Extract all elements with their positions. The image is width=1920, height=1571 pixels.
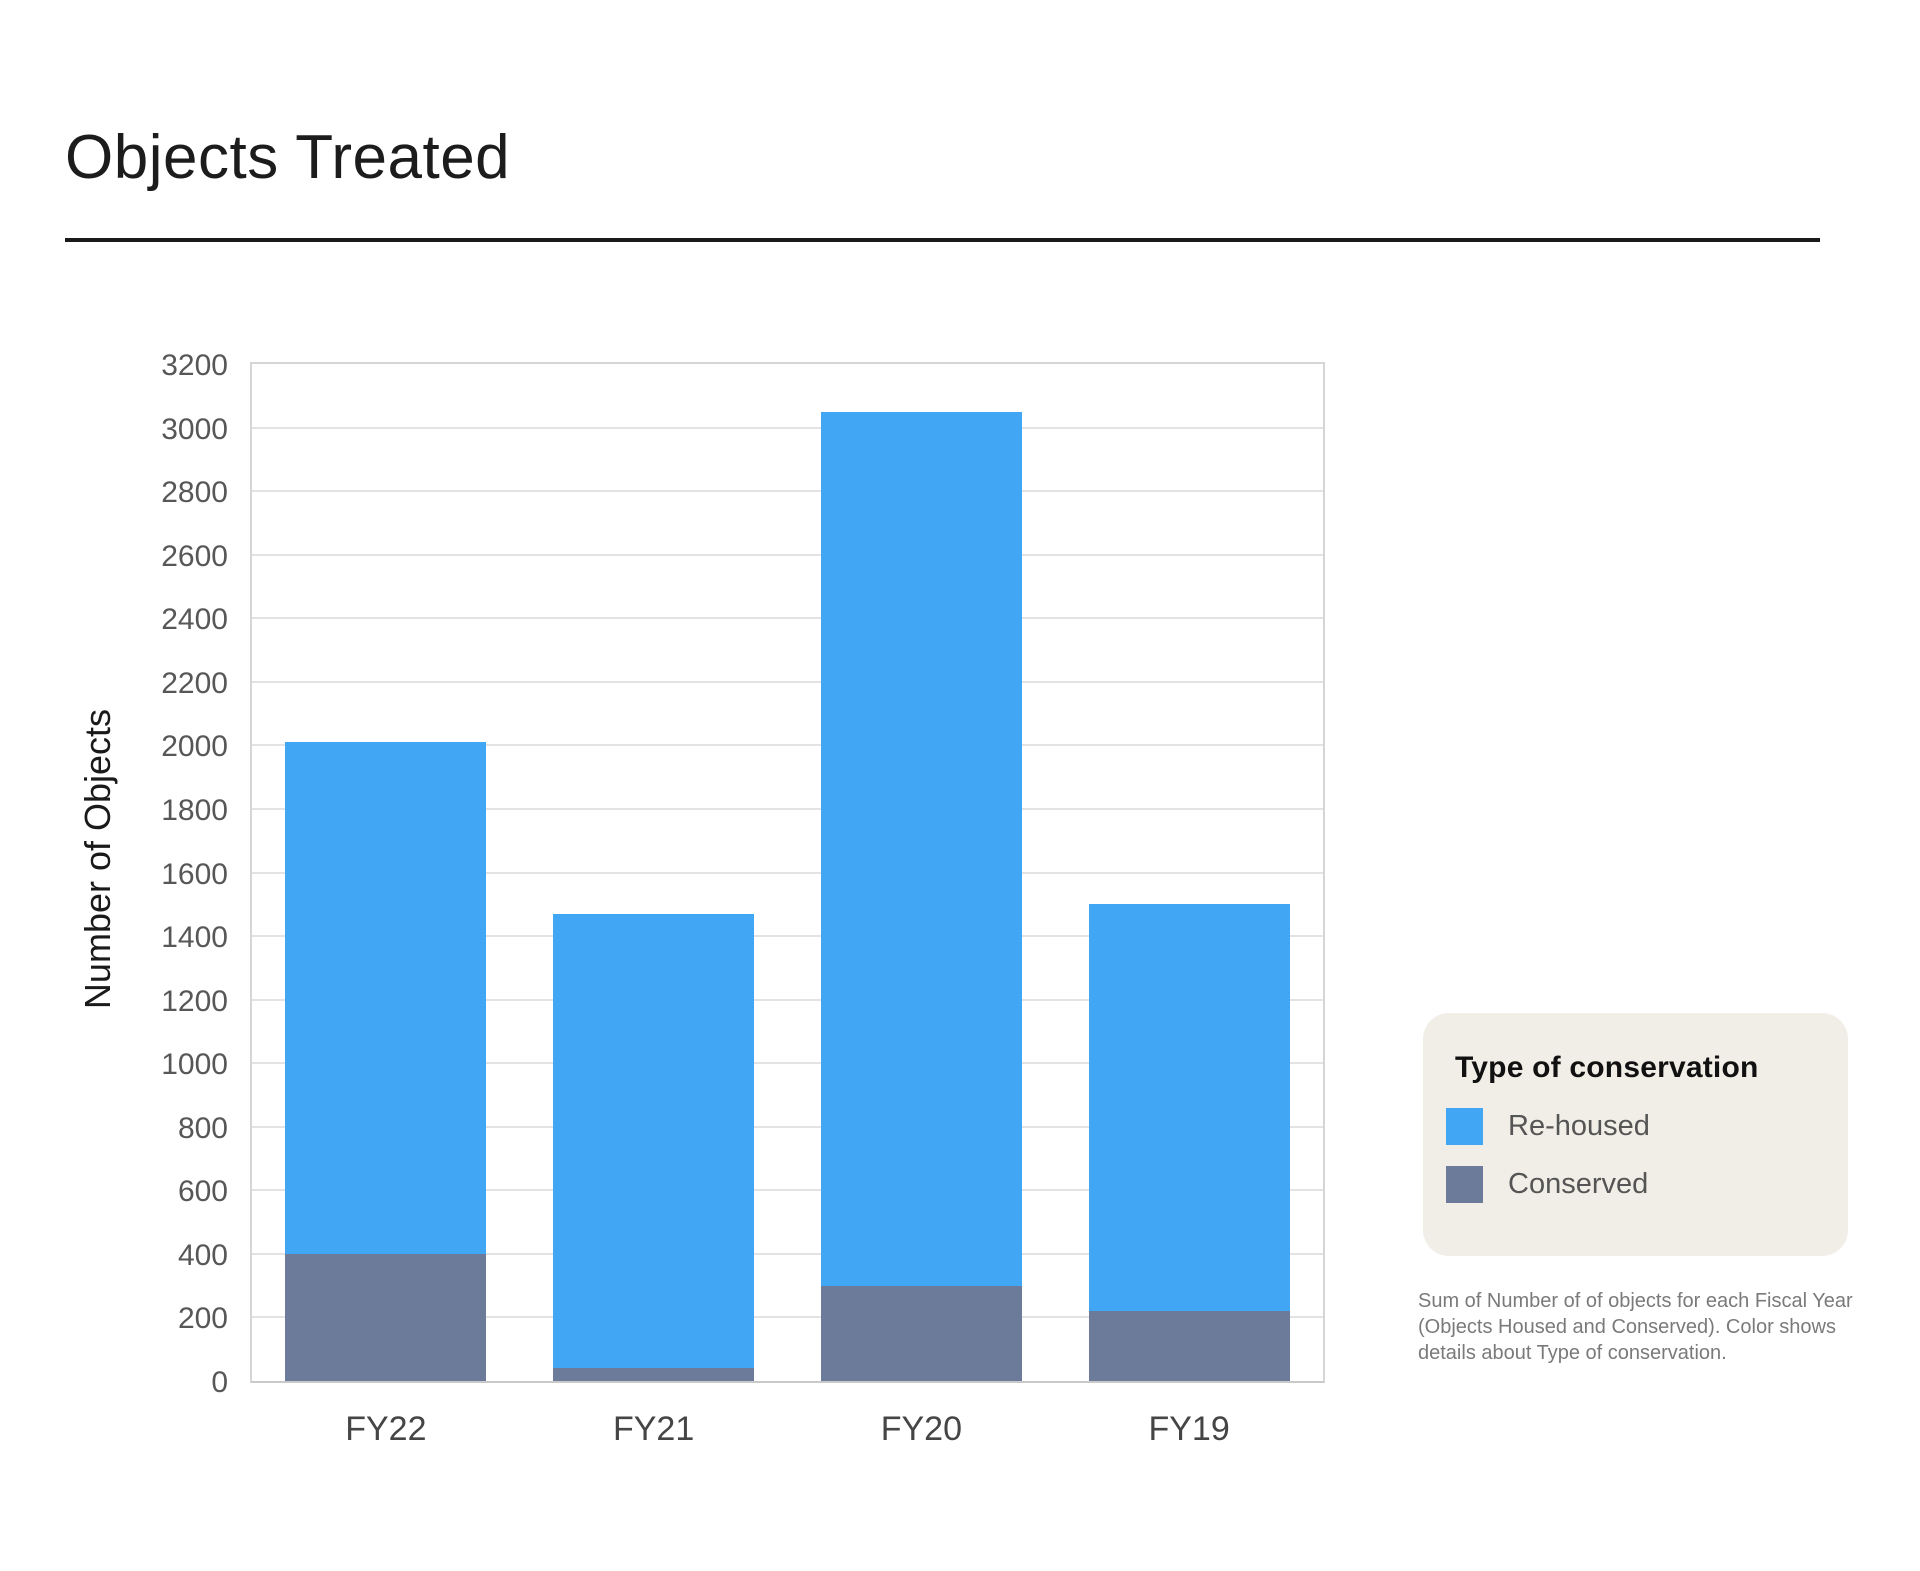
y-tick-label-1600: 1600 bbox=[161, 857, 228, 891]
bar-fy19-conserved[interactable] bbox=[1088, 1311, 1290, 1381]
gridline-1400 bbox=[252, 935, 1323, 938]
y-tick-label-2800: 2800 bbox=[161, 476, 228, 510]
gridline-1200 bbox=[252, 998, 1323, 1001]
y-tick-label-2600: 2600 bbox=[161, 539, 228, 573]
gridline-2200 bbox=[252, 680, 1323, 683]
y-tick-label-600: 600 bbox=[177, 1175, 228, 1209]
bar-fy21-conserved[interactable] bbox=[553, 1368, 755, 1381]
x-axis-label-fy21: FY21 bbox=[612, 1410, 695, 1448]
y-tick-label-3000: 3000 bbox=[161, 412, 228, 446]
y-tick-label-1800: 1800 bbox=[161, 793, 228, 827]
legend-swatch-re-housed[interactable] bbox=[1446, 1108, 1483, 1145]
y-tick-label-1400: 1400 bbox=[161, 921, 228, 955]
gridline-800 bbox=[252, 1125, 1323, 1128]
y-axis-tick-labels: 0 200 400 600 800 1000 1200 1400 1600 1800 2000 220… bbox=[0, 351, 228, 1398]
gridline-1800 bbox=[252, 807, 1323, 810]
chart-caption: Sum of Number of of objects for each Fis… bbox=[1418, 1290, 1853, 1364]
bar-fy19-re-housed[interactable] bbox=[1088, 904, 1290, 1312]
legend-item-conserved[interactable]: Conserved bbox=[1446, 1166, 1648, 1203]
bar-fy21-re-housed[interactable] bbox=[553, 913, 755, 1369]
y-tick-label-800: 800 bbox=[177, 1111, 228, 1145]
bar-fy20-conserved[interactable] bbox=[820, 1285, 1022, 1381]
legend-swatch-conserved[interactable] bbox=[1446, 1166, 1483, 1203]
gridline-2400 bbox=[252, 617, 1323, 620]
y-tick-label-0: 0 bbox=[211, 1366, 228, 1399]
y-tick-label-2200: 2200 bbox=[161, 666, 228, 700]
legend-label: Re-housed bbox=[1508, 1110, 1650, 1142]
plot-area bbox=[250, 362, 1325, 1383]
gridline-1600 bbox=[252, 871, 1323, 874]
bar-fy20-re-housed[interactable] bbox=[820, 411, 1022, 1286]
gridline-1000 bbox=[252, 1062, 1323, 1065]
y-tick-label-1000: 1000 bbox=[161, 1048, 228, 1082]
gridline-2800 bbox=[252, 490, 1323, 493]
gridline-2000 bbox=[252, 744, 1323, 747]
gridline-400 bbox=[252, 1252, 1323, 1255]
bar-fy22-conserved[interactable] bbox=[285, 1253, 487, 1381]
gridline-600 bbox=[252, 1189, 1323, 1192]
y-tick-label-1200: 1200 bbox=[161, 984, 228, 1018]
page-title: Objects Treated bbox=[65, 123, 511, 192]
legend-item-re-housed[interactable]: Re-housed bbox=[1446, 1108, 1650, 1145]
x-axis-label-fy20: FY20 bbox=[880, 1410, 962, 1448]
y-tick-label-3200: 3200 bbox=[161, 349, 228, 382]
y-tick-label-2400: 2400 bbox=[161, 603, 228, 637]
y-tick-label-2000: 2000 bbox=[161, 730, 228, 764]
legend-label: Conserved bbox=[1508, 1168, 1649, 1200]
legend-title: Type of conservation bbox=[1455, 1051, 1759, 1084]
y-tick-label-200: 200 bbox=[177, 1302, 228, 1336]
x-axis-labels: FY22 FY21 FY20 FY19 bbox=[250, 1410, 1325, 1460]
y-tick-label-400: 400 bbox=[177, 1238, 228, 1272]
bar-fy22-re-housed[interactable] bbox=[285, 742, 487, 1254]
legend-card: Type of conservation Re-housed Conserved bbox=[1423, 1013, 1848, 1256]
gridline-3000 bbox=[252, 426, 1323, 429]
gridline-2600 bbox=[252, 553, 1323, 556]
title-underline bbox=[65, 238, 1820, 242]
x-axis-label-fy19: FY19 bbox=[1148, 1410, 1230, 1448]
x-axis-label-fy22: FY22 bbox=[345, 1410, 427, 1448]
gridline-200 bbox=[252, 1316, 1323, 1319]
